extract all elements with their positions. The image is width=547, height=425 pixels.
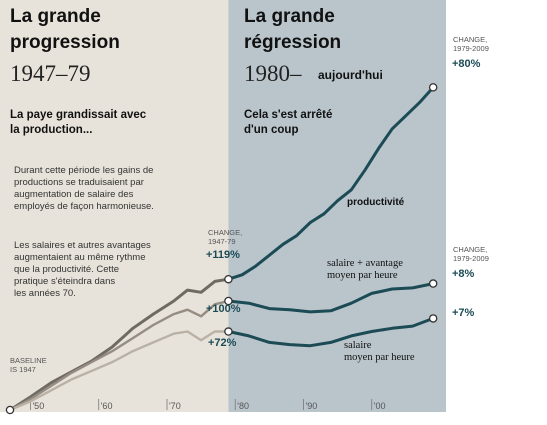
- baseline-label-line: BASELINE: [10, 356, 47, 365]
- right-years: 1980–: [244, 61, 302, 86]
- series-line-productivity-1947-79: [8, 277, 230, 412]
- left-body-paragraph-2: Les salaires et autres avantages augment…: [14, 240, 151, 300]
- left-body2-line: les années 70.: [14, 288, 76, 299]
- series-line-productivity-1979-2009: [226, 85, 435, 281]
- change-label-line: 1979-2009: [453, 254, 489, 263]
- change-1979-2009-label-top: CHANGE, 1979-2009: [453, 35, 489, 53]
- change-label-line: CHANGE,: [453, 245, 488, 254]
- x-tick-label: '90: [305, 401, 317, 411]
- pct-productivity-1947-79: +119%: [206, 249, 240, 261]
- right-subtitle-line1: Cela s'est arrêté: [244, 109, 333, 121]
- series-line-compensation-1979-2009: [226, 282, 435, 314]
- series-line-wage-1979-2009: [226, 316, 435, 348]
- series-label-line: moyen par heure: [327, 270, 398, 281]
- change-label-line: CHANGE,: [453, 35, 488, 44]
- right-years-note: aujourd'hui: [318, 68, 383, 82]
- x-axis: '50 '60 '70 '80 '90 '00: [30, 399, 385, 411]
- left-title-line1: La grande: [10, 6, 101, 27]
- split-marker-compensation: [224, 296, 233, 306]
- left-body2-line: pratique s'éteindra dans: [14, 276, 116, 287]
- left-body1-line: employés de façon harmonieuse.: [14, 201, 154, 212]
- left-body1-line: productions se traduisaient par: [14, 177, 144, 188]
- split-marker-productivity: [224, 274, 233, 284]
- left-years: 1947–79: [10, 61, 91, 86]
- left-body1-line: augmentation de salaire des: [14, 189, 134, 200]
- right-title-line2: régression: [244, 32, 342, 53]
- left-body-paragraph-1: Durant cette période les gains de produc…: [14, 165, 154, 213]
- right-title-line1: La grande: [244, 6, 335, 27]
- series-line-compensation-1947-79: [8, 299, 230, 412]
- series-label-compensation: salaire + avantage moyen par heure: [327, 258, 403, 282]
- baseline-marker: [5, 405, 15, 415]
- series-line-wage-1947-79: [8, 330, 230, 412]
- series-layer: [8, 85, 435, 412]
- baseline-label: BASELINE IS 1947: [10, 356, 47, 374]
- pct-compensation-1979-2009: +8%: [452, 268, 475, 280]
- left-body2-line: que la productivité. Cette: [14, 264, 120, 275]
- series-label-wage: salaire moyen par heure: [344, 340, 415, 364]
- end-marker-wage: [428, 314, 438, 323]
- series-label-line: moyen par heure: [344, 352, 415, 363]
- change-label-line: CHANGE,: [208, 228, 243, 237]
- left-body1-line: Durant cette période les gains de: [14, 165, 154, 176]
- series-label-line: salaire + avantage: [327, 258, 403, 269]
- left-body2-line: augmentaient au même rythme: [14, 252, 146, 263]
- series-label-line: salaire: [344, 340, 372, 351]
- pct-productivity-1979-2009: +80%: [452, 58, 481, 70]
- left-subtitle-line2: la production...: [10, 124, 93, 136]
- end-marker-productivity: [428, 83, 438, 92]
- pct-wage-1979-2009: +7%: [452, 307, 475, 319]
- series-label-productivity: productivité: [347, 197, 405, 208]
- marker-layer: [5, 83, 438, 415]
- change-1947-79-label: CHANGE, 1947-79: [208, 228, 242, 246]
- end-marker-compensation: [428, 279, 438, 288]
- left-subtitle-line1: La paye grandissait avec: [10, 109, 147, 121]
- x-tick-label: '70: [169, 401, 181, 411]
- right-panel-background: [228, 0, 446, 412]
- change-label-line: 1947-79: [208, 237, 236, 246]
- change-label-line: 1979-2009: [453, 44, 489, 53]
- x-tick-label: '60: [101, 401, 113, 411]
- split-marker-wage: [224, 327, 233, 336]
- left-title-line2: progression: [10, 32, 120, 53]
- change-1979-2009-label-mid: CHANGE, 1979-2009: [453, 245, 489, 263]
- x-tick-label: '80: [237, 401, 249, 411]
- x-tick-label: '50: [32, 401, 44, 411]
- pct-compensation-1947-79: +100%: [206, 303, 241, 315]
- right-subtitle-line2: d'un coup: [244, 124, 299, 136]
- pct-wage-1947-79: +72%: [208, 337, 237, 349]
- left-body2-line: Les salaires et autres avantages: [14, 240, 151, 251]
- x-tick-label: '00: [374, 401, 386, 411]
- baseline-label-line: IS 1947: [10, 365, 36, 374]
